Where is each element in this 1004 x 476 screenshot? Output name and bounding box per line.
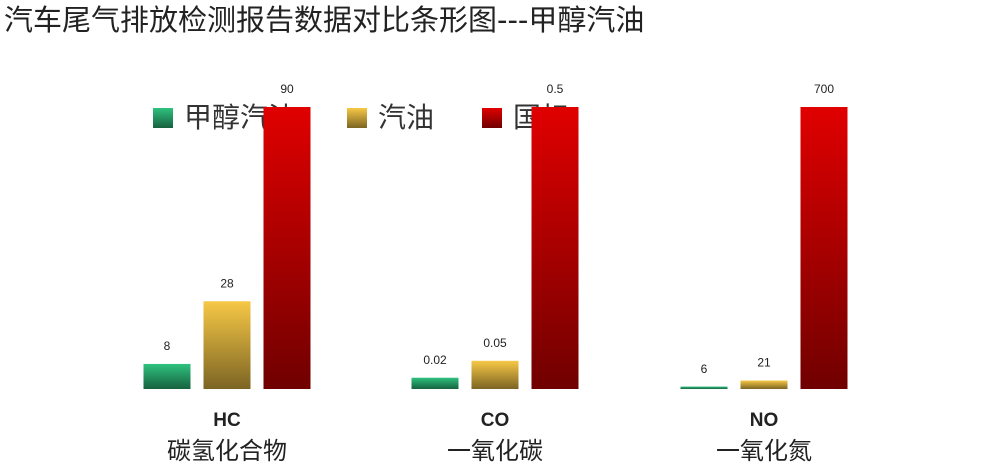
bar-shade — [800, 107, 848, 389]
value-label: 0.5 — [547, 82, 564, 96]
legend-label: 汽油 — [378, 101, 434, 134]
x-tick-sublabel: 碳氢化合物 — [167, 437, 287, 465]
x-tick-sublabel: 一氧化碳 — [447, 437, 543, 465]
value-label: 8 — [164, 339, 171, 353]
x-tick-label: CO — [481, 410, 510, 431]
bar-shade — [680, 386, 728, 389]
x-tick-label: NO — [750, 410, 779, 431]
bar-shade — [263, 107, 311, 389]
value-label: 21 — [757, 356, 771, 370]
legend-swatch-shade — [153, 108, 173, 128]
bar-shade — [411, 377, 459, 389]
value-label: 700 — [814, 82, 834, 96]
legend-swatch-shade — [482, 108, 502, 128]
bar-shade — [471, 360, 519, 389]
bar-shade — [531, 107, 579, 389]
value-label: 90 — [280, 82, 294, 96]
x-tick-sublabel: 一氧化氮 — [716, 437, 812, 465]
value-label: 0.02 — [423, 353, 447, 367]
value-label: 6 — [701, 362, 708, 376]
bar-shade — [740, 380, 788, 389]
chart-title: 汽车尾气排放检测报告数据对比条形图---甲醇汽油 — [4, 3, 644, 37]
value-label: 0.05 — [483, 336, 507, 350]
bar-shade — [143, 363, 191, 389]
x-tick-label: HC — [213, 410, 241, 431]
legend-swatch-shade — [347, 108, 367, 128]
bar-shade — [203, 301, 251, 389]
value-label: 28 — [220, 276, 234, 290]
